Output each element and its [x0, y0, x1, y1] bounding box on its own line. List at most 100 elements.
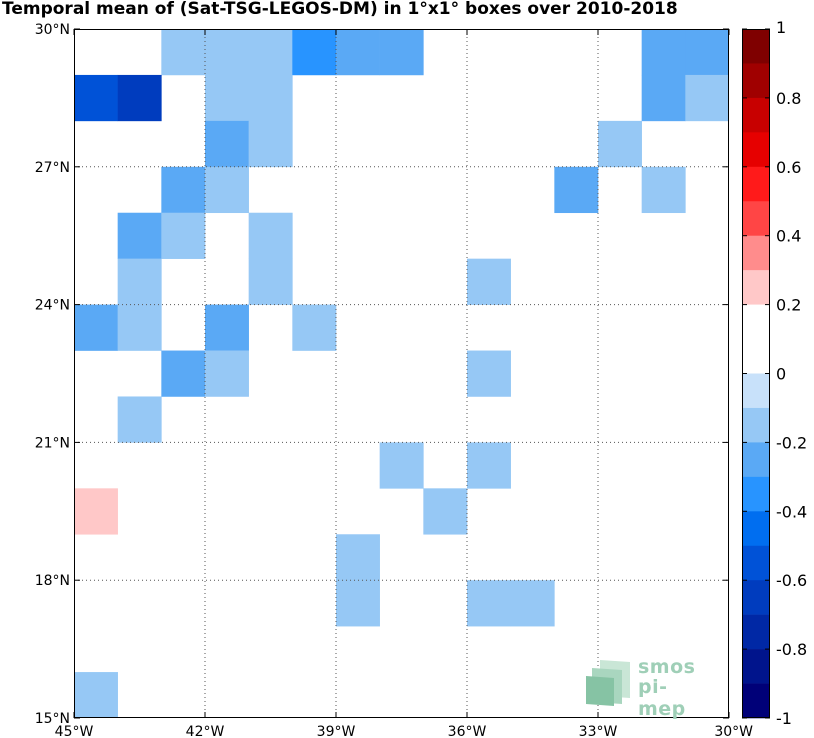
heatmap-cell [467, 258, 511, 305]
colorbar-tick-label: 0.2 [776, 296, 801, 315]
colorbar-swatch [742, 132, 770, 168]
colorbar-swatch [742, 339, 770, 374]
colorbar-tick-label: 0.8 [776, 89, 801, 108]
heatmap-cell [74, 626, 75, 673]
heatmap-cell [598, 120, 642, 168]
heatmap-cell [336, 534, 380, 581]
heatmap-cell [74, 672, 118, 718]
plot-frame [74, 29, 729, 718]
smos-pi-mep-logo: smos pi-mep [586, 656, 706, 720]
heatmap-cell [379, 442, 424, 489]
heatmap-cell [554, 166, 599, 214]
colorbar: 1 0.8 0.6 0.4 0.2 0 -0.2 -0.4 -0.6 -0.8 -1 [742, 18, 807, 728]
y-tick-label: 15°N [35, 711, 70, 727]
y-tick-label: 30°N [35, 22, 70, 38]
colorbar-tick-label: 0.6 [776, 158, 801, 177]
cells-layer [74, 29, 729, 718]
logo-text-pi-mep: pi-mep [638, 676, 686, 720]
logo-text-smos: smos [638, 656, 696, 678]
x-tick-label: 39°W [317, 724, 356, 738]
heatmap-cell [641, 258, 686, 305]
heatmap-cell [161, 29, 206, 76]
heatmap-cell [336, 580, 380, 627]
heatmap-cell [685, 74, 729, 122]
y-tick-label: 24°N [35, 298, 70, 314]
colorbar-tick-label: -0.8 [776, 640, 807, 659]
heatmap-cell [74, 304, 118, 351]
heatmap-cell [248, 74, 293, 122]
heatmap-cell [117, 258, 162, 305]
heatmap-cell [467, 442, 511, 489]
colorbar-tick-label: -0.6 [776, 571, 807, 590]
colorbar-tick-label: -1 [776, 709, 792, 728]
heatmap-cell [641, 166, 686, 214]
heatmap-cell [205, 120, 249, 168]
heatmap-cell [292, 29, 337, 76]
heatmap-cell [117, 212, 162, 259]
heatmap-cell [423, 488, 468, 535]
heatmap-cell [205, 166, 249, 214]
heatmap-cell [336, 29, 380, 76]
chart-title: Temporal mean of (Sat-TSG-LEGOS-DM) in 1… [2, 0, 678, 19]
heatmap-cell [161, 212, 206, 259]
heatmap-cell [292, 166, 337, 214]
y-tick-label: 18°N [35, 573, 70, 589]
colorbar-swatch [742, 201, 770, 236]
colorbar-swatch [742, 63, 770, 99]
heatmap-cell [467, 580, 511, 627]
x-tick-label: 30°W [714, 724, 753, 738]
colorbar-swatch [742, 166, 770, 202]
colorbar-swatch [742, 649, 770, 684]
colorbar-swatch [742, 545, 770, 581]
heatmap-cell [161, 350, 206, 397]
heatmap-cell [205, 304, 249, 351]
heatmap-cell [205, 29, 249, 76]
colorbar-tick-label: 1 [776, 18, 786, 37]
heatmap-cell [248, 29, 293, 76]
colorbar-swatch [742, 683, 770, 719]
x-axis: 45°W 42°W 39°W 36°W 33°W 30°W [55, 29, 753, 738]
heatmap-cell [117, 304, 162, 351]
heatmap-cell [205, 74, 249, 122]
grid-layer [74, 29, 729, 718]
heatmap-cell [292, 304, 337, 351]
colorbar-swatch [742, 29, 770, 64]
colorbar-swatch [742, 511, 770, 547]
colorbar-swatch [742, 614, 770, 650]
heatmap-cell [510, 580, 555, 627]
heatmap-cell [379, 29, 424, 76]
x-tick-label: 42°W [186, 724, 225, 738]
heatmap-cell [248, 258, 293, 305]
colorbar-swatch [742, 304, 770, 340]
logo-wave-icon [586, 660, 630, 706]
heatmap-cell [554, 442, 599, 489]
heatmap-cell [248, 212, 293, 259]
heatmap-cell [641, 29, 686, 76]
colorbar-swatch [742, 235, 770, 271]
heatmap-cell [685, 29, 729, 76]
heatmap-cell [598, 396, 642, 443]
colorbar-swatch [742, 407, 770, 443]
colorbar-swatch [742, 270, 770, 305]
heatmap-cell [74, 74, 118, 122]
colorbar-swatch [742, 580, 770, 615]
colorbar-tick-label: 0.4 [776, 227, 801, 246]
heatmap-cell [117, 74, 162, 122]
colorbar-tick-label: 0 [776, 365, 786, 384]
heatmap-cell [205, 350, 249, 397]
heatmap-cell [74, 488, 118, 535]
heatmap-cell [467, 350, 511, 397]
heatmap-cell [117, 396, 162, 443]
heatmap-cell [336, 120, 380, 168]
x-tick-label: 45°W [55, 724, 94, 738]
colorbar-swatch [742, 476, 770, 512]
heatmap-cell [641, 74, 686, 122]
x-tick-label: 36°W [448, 724, 487, 738]
heatmap-cell [248, 120, 293, 168]
y-tick-label: 27°N [35, 160, 70, 176]
colorbar-swatch [742, 373, 770, 409]
colorbar-tick-label: -0.2 [776, 433, 807, 452]
colorbar-swatch [742, 442, 770, 478]
x-tick-label: 33°W [579, 724, 618, 738]
colorbar-tick-label: -0.4 [776, 502, 807, 521]
